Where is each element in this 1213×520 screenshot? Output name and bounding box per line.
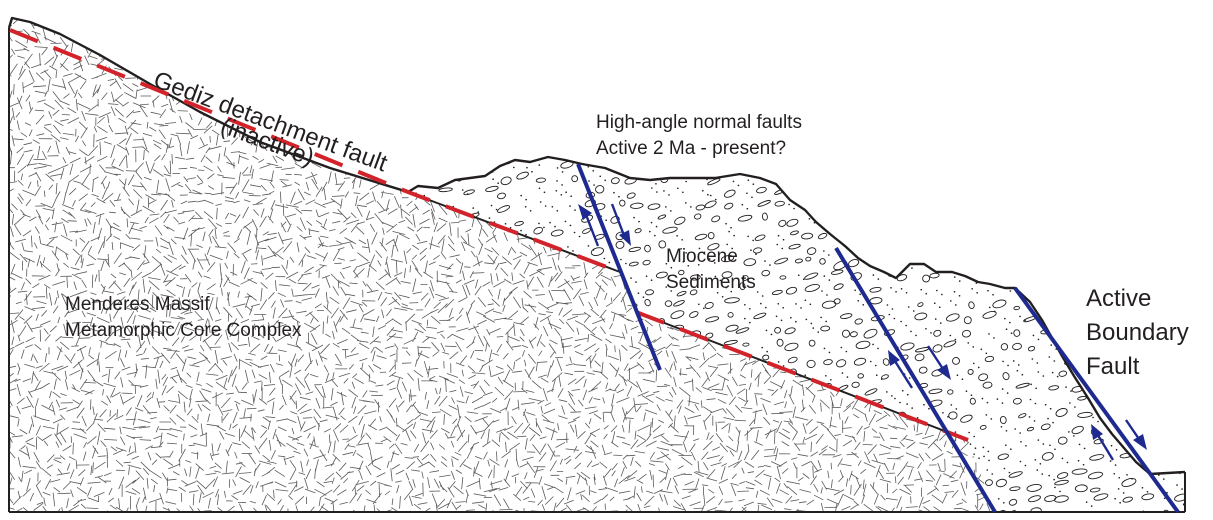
core-complex-label: Metamorphic Core Complex — [65, 320, 302, 341]
miocene-sediments-label: Miocene — [666, 246, 738, 267]
menderes-massif-label: Menderes Massif — [65, 294, 210, 315]
high-angle-fault-1 — [576, 163, 662, 371]
fault-1-up-arrow — [583, 211, 600, 247]
gediz-detachment-fault — [9, 28, 969, 442]
topographic-surface-line — [7, 16, 1186, 476]
boundary-fault-label-3: Fault — [1086, 353, 1140, 380]
boundary-fault-label-2: Boundary — [1086, 319, 1189, 346]
high-angle-faults-age-label: Active 2 Ma - present? — [596, 138, 786, 159]
high-angle-fault-2 — [834, 246, 997, 514]
metamorphic-basement — [9, 18, 995, 512]
boundary-fault-label-1: Active — [1086, 285, 1151, 312]
fault-2-up-arrow — [891, 357, 914, 389]
schist-texture — [9, 18, 995, 512]
active-boundary-fault — [1013, 286, 1180, 514]
high-angle-faults-label: High-angle normal faults — [596, 112, 802, 133]
fault-1-down-arrow — [610, 203, 627, 239]
miocene-sediments-label-2: Sediments — [666, 272, 756, 293]
boundary-fault-up-arrow — [1094, 431, 1115, 461]
